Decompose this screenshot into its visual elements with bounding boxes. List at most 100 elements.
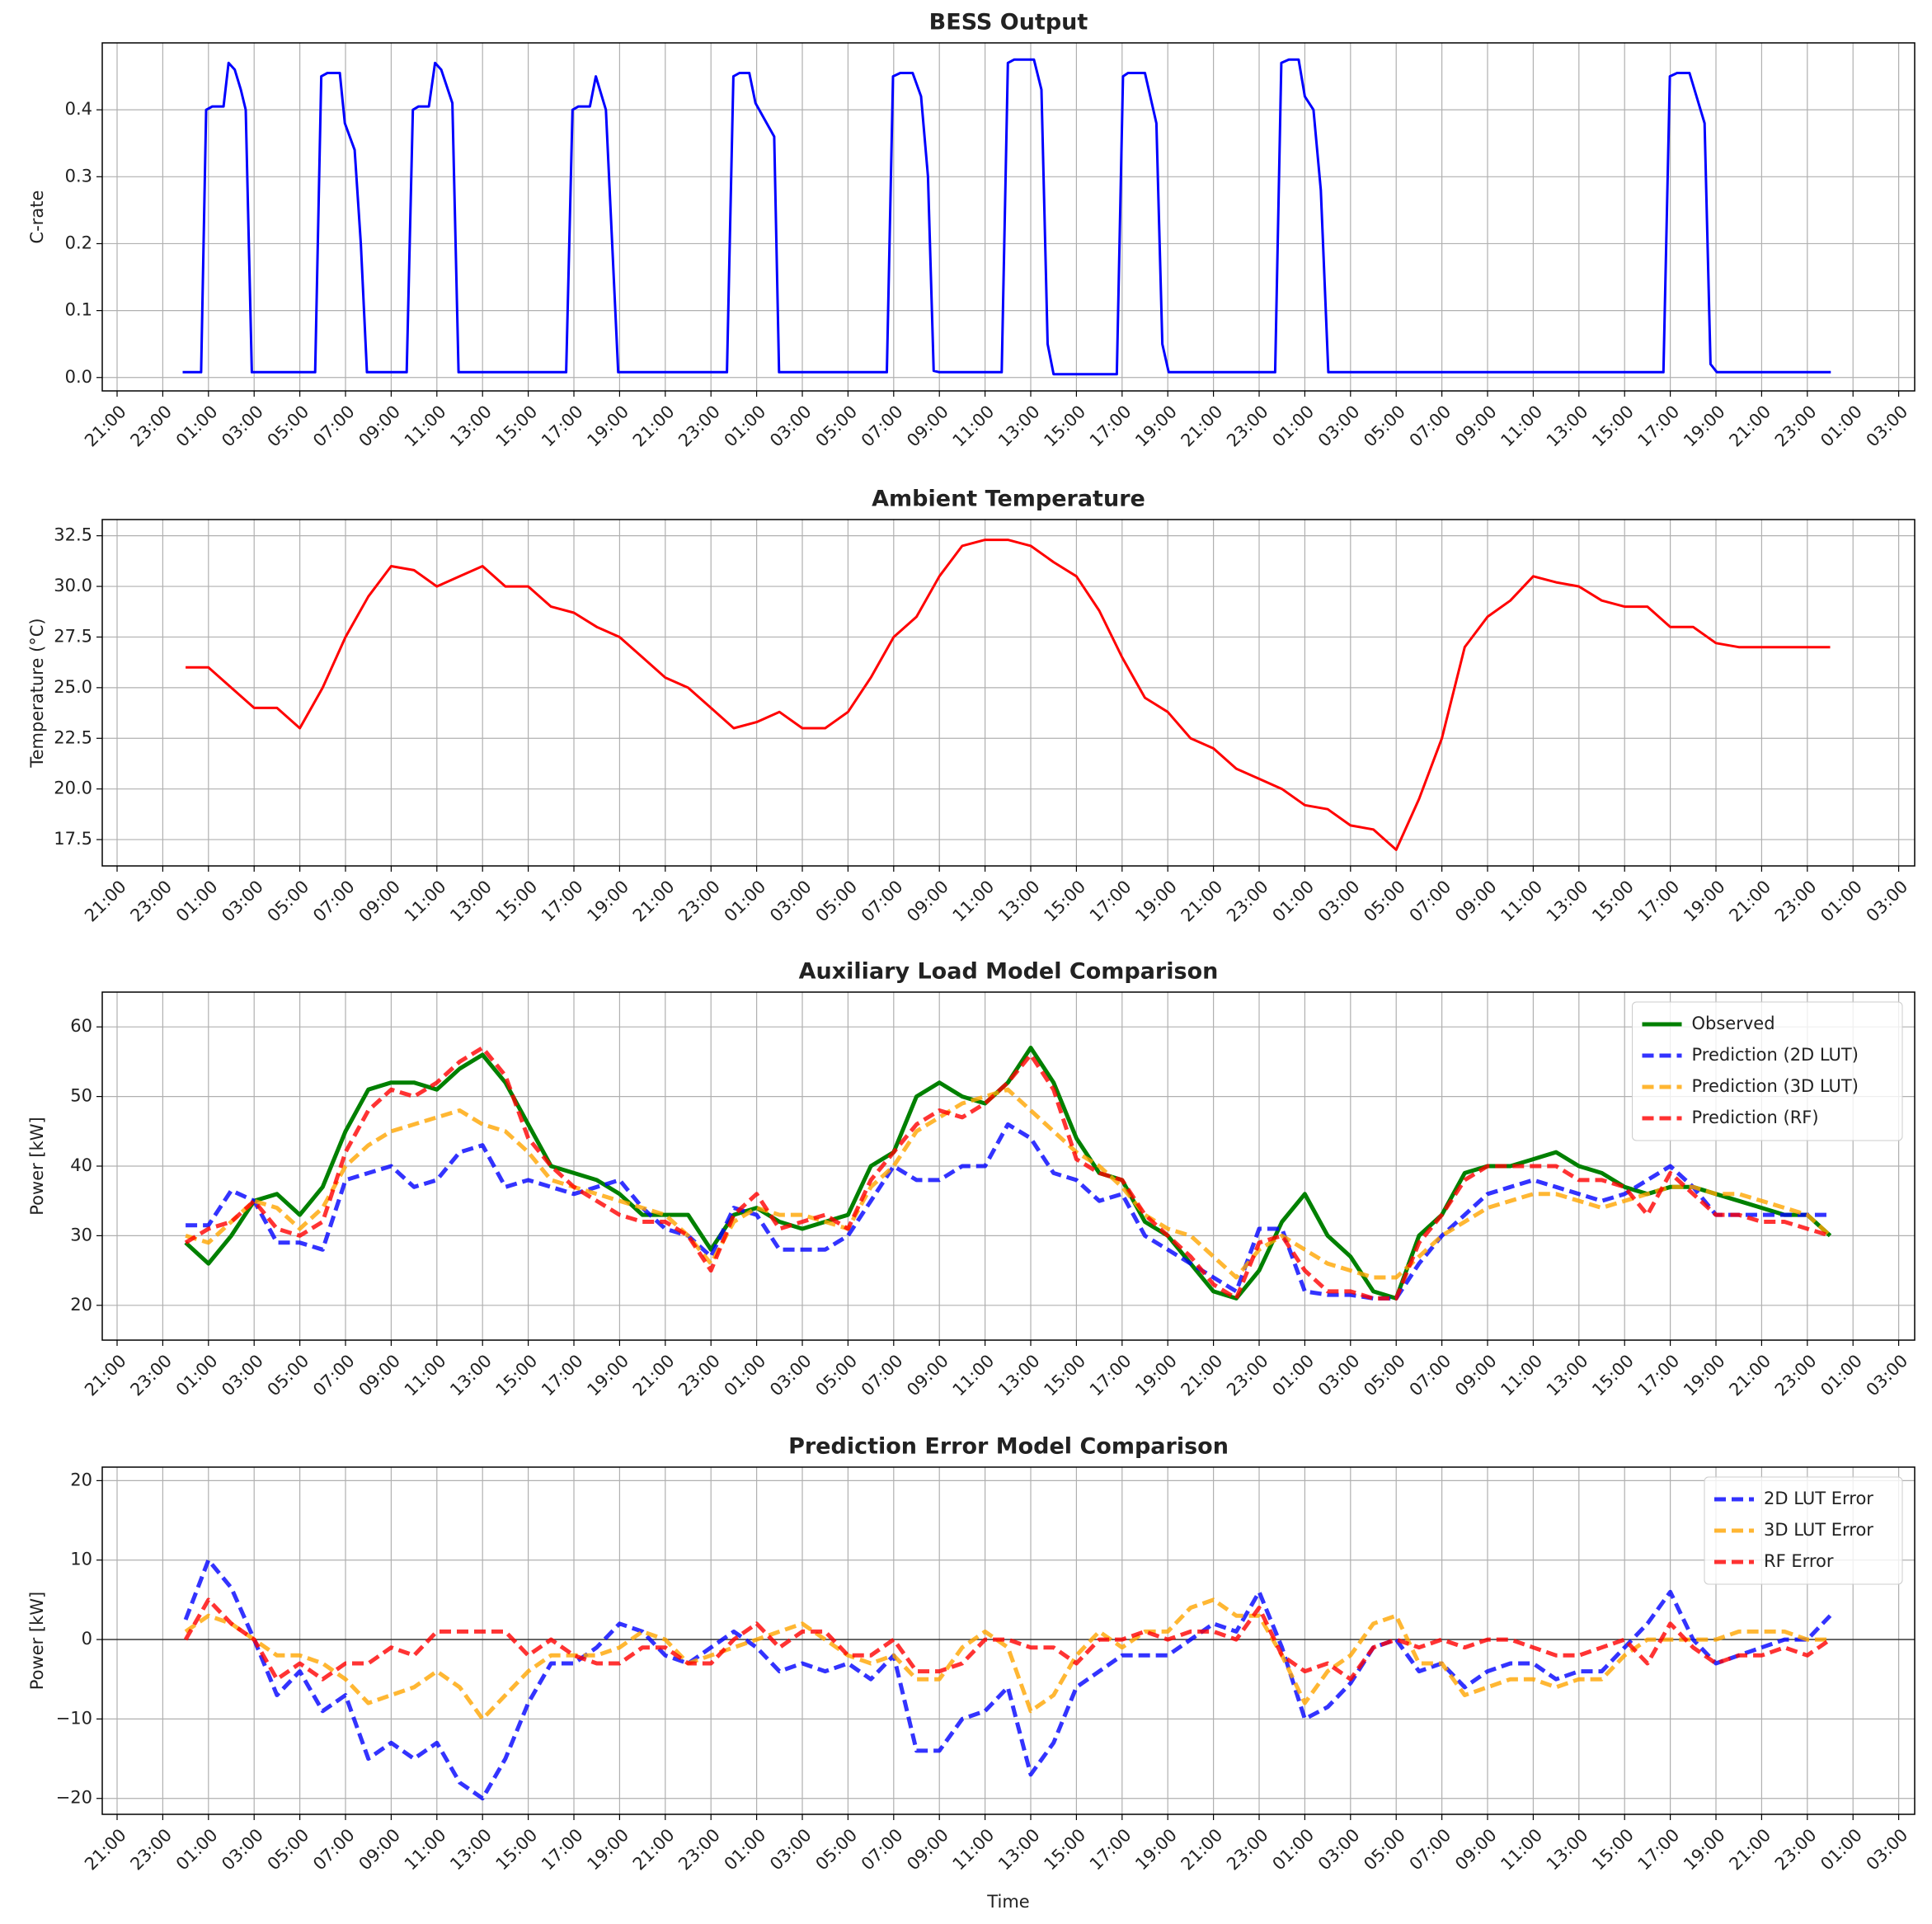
x-tick-label: 01:00: [1817, 1351, 1866, 1400]
x-tick-label: 15:00: [492, 1825, 542, 1875]
x-tick-label: 03:00: [766, 1351, 816, 1400]
y-tick-label: 0.2: [65, 233, 92, 252]
x-tick-label: 23:00: [1223, 1351, 1272, 1400]
x-tick-label: 05:00: [264, 1351, 313, 1400]
x-tick-label: 23:00: [675, 877, 724, 926]
x-tick-label: 09:00: [1451, 1825, 1501, 1875]
x-tick-label: 17:00: [1634, 877, 1684, 926]
x-tick-label: 21:00: [1178, 1351, 1227, 1400]
y-tick-label: 27.5: [54, 626, 92, 646]
chart-title: Ambient Temperature: [872, 487, 1145, 512]
series-line: [183, 1597, 1831, 1682]
y-tick-label: −20: [56, 1788, 92, 1808]
x-tick-label: 13:00: [446, 877, 496, 926]
y-tick-label: 30.0: [54, 576, 92, 595]
x-tick-label: 07:00: [309, 877, 359, 926]
x-tick-label: 17:00: [538, 402, 587, 451]
x-tick-label: 21:00: [629, 402, 679, 451]
chart-title: Auxiliary Load Model Comparison: [799, 959, 1219, 985]
y-axis-label: Power [kW]: [27, 1592, 47, 1690]
x-tick-label: 23:00: [1771, 1351, 1821, 1400]
x-tick-label: 17:00: [538, 1825, 587, 1875]
y-tick-label: 0.3: [65, 166, 92, 186]
x-tick-label: 05:00: [811, 877, 861, 926]
x-tick-label: 15:00: [1040, 877, 1089, 926]
x-tick-label: 21:00: [1725, 402, 1775, 451]
legend-label: 2D LUT Error: [1764, 1489, 1873, 1508]
legend-box: [1704, 1476, 1903, 1585]
x-tick-label: 23:00: [126, 1825, 176, 1875]
subplot: Auxiliary Load Model Comparison Power [kW…: [27, 959, 1916, 1400]
x-tick-label: 21:00: [81, 1351, 130, 1400]
x-tick-label: 15:00: [1040, 1351, 1089, 1400]
x-tick-label: 13:00: [1543, 877, 1592, 926]
x-tick-label: 15:00: [1588, 402, 1638, 451]
x-tick-label: 13:00: [994, 402, 1044, 451]
x-tick-label: 23:00: [1771, 877, 1821, 926]
x-tick-label: 21:00: [1178, 402, 1227, 451]
x-tick-label: 03:00: [766, 877, 816, 926]
x-tick-label: 23:00: [1223, 1825, 1272, 1875]
x-tick-label: 01:00: [721, 1825, 770, 1875]
x-tick-label: 07:00: [1406, 402, 1455, 451]
x-tick-label: 15:00: [1588, 1825, 1638, 1875]
x-tick-label: 01:00: [1817, 1825, 1866, 1875]
x-tick-label: 07:00: [858, 877, 907, 926]
x-tick-label: 03:00: [1863, 1825, 1912, 1875]
y-axis-label: Temperature (°C): [27, 618, 47, 768]
x-tick-label: 11:00: [949, 1825, 999, 1875]
x-tick-label: 07:00: [1406, 877, 1455, 926]
chart-title: Prediction Error Model Comparison: [788, 1434, 1229, 1460]
x-tick-label: 05:00: [264, 1825, 313, 1875]
legend-label: Prediction (3D LUT): [1692, 1076, 1859, 1096]
x-tick-label: 05:00: [1360, 402, 1409, 451]
y-tick-label: 30: [70, 1225, 92, 1244]
x-tick-label: 15:00: [492, 1351, 542, 1400]
x-tick-label: 01:00: [172, 877, 222, 926]
x-tick-label: 23:00: [126, 1351, 176, 1400]
x-tick-label: 01:00: [172, 1351, 222, 1400]
x-tick-label: 21:00: [1725, 1825, 1775, 1875]
x-tick-label: 23:00: [126, 402, 176, 451]
y-tick-label: 50: [70, 1086, 92, 1106]
x-tick-label: 05:00: [1360, 1825, 1409, 1875]
x-tick-label: 09:00: [355, 402, 404, 451]
x-tick-label: 05:00: [1360, 877, 1409, 926]
x-tick-label: 07:00: [1406, 1825, 1455, 1875]
legend-label: 3D LUT Error: [1764, 1520, 1873, 1540]
x-tick-label: 11:00: [1497, 877, 1546, 926]
x-tick-label: 15:00: [1040, 1825, 1089, 1875]
x-tick-label: 15:00: [1588, 877, 1638, 926]
plot-frame: [101, 991, 1916, 1341]
x-tick-label: 19:00: [1131, 1825, 1181, 1875]
subplot: Ambient Temperature Temperature (°C) 21:00…: [27, 487, 1916, 926]
x-tick-label: 19:00: [1680, 1825, 1729, 1875]
y-tick-label: 0.0: [65, 367, 92, 387]
subplot: BESS OutputC-rate21:0023:0001:0003:0005:…: [27, 10, 1916, 451]
x-tick-label: 15:00: [492, 877, 542, 926]
x-tick-label: 17:00: [1086, 1351, 1135, 1400]
x-tick-label: 21:00: [629, 1825, 679, 1875]
x-tick-label: 23:00: [675, 1825, 724, 1875]
x-tick-label: 19:00: [1131, 402, 1181, 451]
y-axis-label: C-rate: [27, 191, 47, 244]
x-tick-label: 11:00: [401, 877, 450, 926]
x-tick-label: 19:00: [583, 877, 632, 926]
x-tick-label: 17:00: [1634, 1825, 1684, 1875]
y-tick-label: 0: [82, 1629, 92, 1649]
x-tick-label: 09:00: [1451, 1351, 1501, 1400]
x-tick-label: 03:00: [766, 1825, 816, 1875]
y-tick-label: 32.5: [54, 525, 92, 545]
x-tick-label: 19:00: [1680, 877, 1729, 926]
x-tick-label: 17:00: [538, 1351, 587, 1400]
x-tick-label: 01:00: [721, 1351, 770, 1400]
x-tick-label: 19:00: [583, 402, 632, 451]
y-tick-label: 10: [70, 1550, 92, 1569]
x-tick-label: 03:00: [1863, 402, 1912, 451]
subplot: Prediction Error Model Comparison Power […: [27, 1434, 1916, 1912]
x-tick-label: 07:00: [858, 402, 907, 451]
x-axis-label: Time: [986, 1892, 1029, 1912]
x-tick-label: 01:00: [721, 402, 770, 451]
legend-label: Prediction (2D LUT): [1692, 1045, 1859, 1065]
